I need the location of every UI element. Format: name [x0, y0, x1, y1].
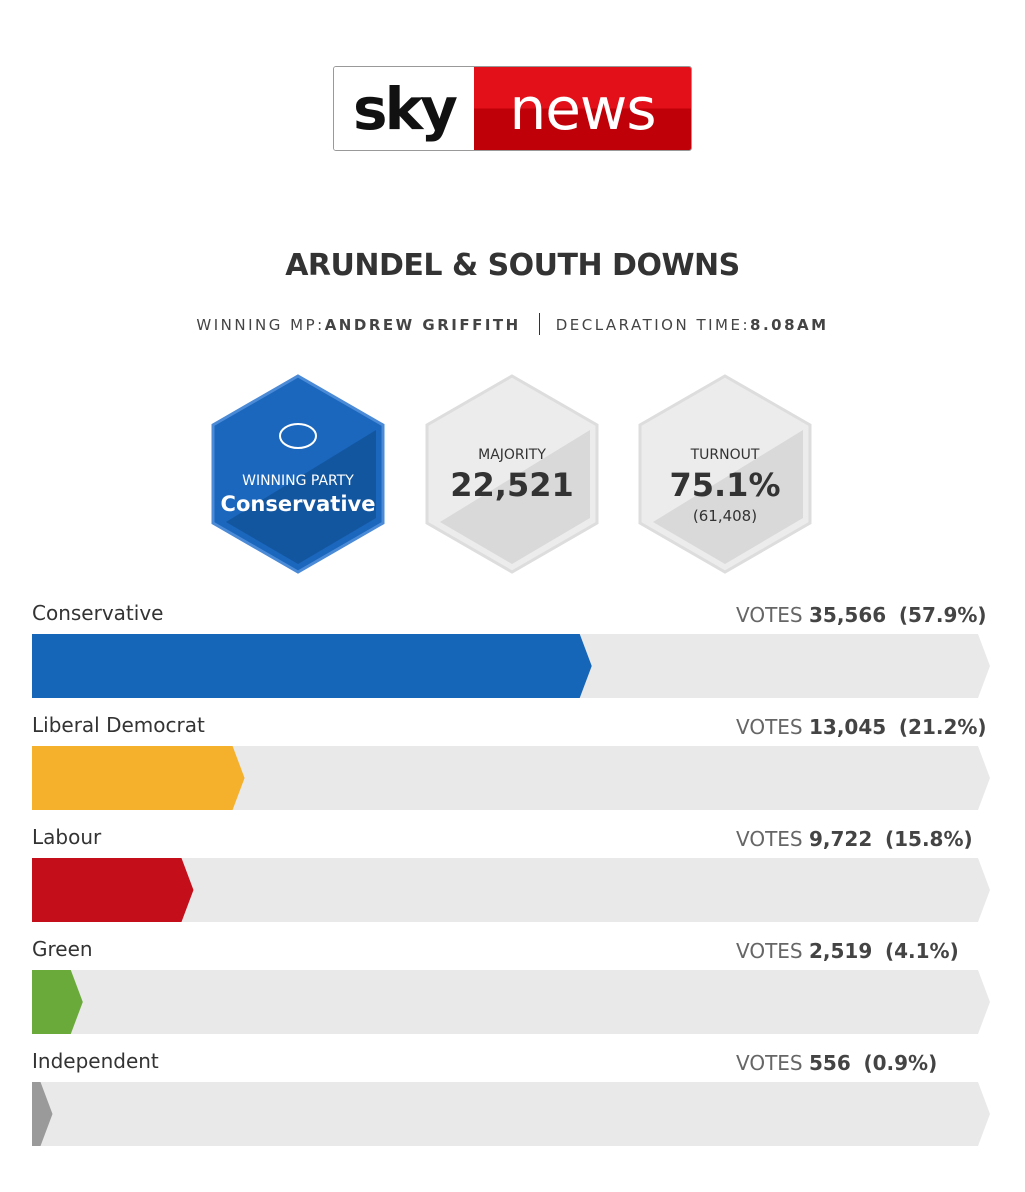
votes-line: VOTES 556 (0.9%)	[736, 1051, 937, 1075]
votes-count: 556	[808, 1051, 851, 1075]
votes-word: VOTES	[736, 1051, 803, 1075]
votes-count: 9,722	[808, 827, 873, 851]
time-label: DECLARATION TIME:	[555, 316, 751, 334]
bar-background	[32, 970, 990, 1034]
logo-news: news	[474, 67, 691, 150]
votes-percent: (15.8%)	[884, 827, 973, 851]
bar-track	[32, 746, 990, 810]
votes-line: VOTES 2,519 (4.1%)	[736, 939, 959, 963]
hexagons	[211, 374, 812, 574]
votes-line: VOTES 9,722 (15.8%)	[736, 827, 973, 851]
party-name: Green	[32, 937, 93, 961]
hex-turnout	[638, 374, 812, 574]
votes-percent: (21.2%)	[898, 715, 987, 739]
votes-word: VOTES	[736, 827, 803, 851]
mp-name: ANDREW GRIFFITH	[324, 316, 521, 334]
party: Conservative	[220, 492, 376, 516]
party-name: Independent	[32, 1049, 159, 1073]
votes-word: VOTES	[736, 939, 803, 963]
logo: sky news	[333, 66, 692, 151]
party-label: WINNING PARTY	[242, 473, 354, 489]
hex-majority	[425, 374, 599, 574]
party-name: Labour	[32, 825, 102, 849]
bar-track	[32, 634, 990, 698]
turnout-votes: (61,408)	[692, 507, 758, 525]
constituency-title: ARUNDEL & SOUTH DOWNS	[285, 248, 740, 283]
bar-track	[32, 970, 990, 1034]
votes-line: VOTES 13,045 (21.2%)	[736, 715, 987, 739]
info-line: WINNING MP: ANDREW GRIFFITH DECLARATION …	[0, 313, 1025, 335]
bar-track	[32, 858, 990, 922]
votes-percent: (4.1%)	[884, 939, 959, 963]
party-name: Conservative	[32, 601, 164, 625]
party-name: Liberal Democrat	[32, 713, 205, 737]
turnout: 75.1%	[669, 466, 781, 504]
votes-line: VOTES 35,566 (57.9%)	[736, 603, 987, 627]
bar-background	[32, 858, 990, 922]
bar-background	[32, 1082, 990, 1146]
bar-track	[32, 1082, 990, 1146]
bar	[32, 858, 194, 922]
votes-percent: (57.9%)	[898, 603, 987, 627]
logo-sky: sky	[334, 67, 474, 150]
hex-party	[211, 374, 385, 574]
time: 8.08AM	[750, 316, 829, 334]
mp-label: WINNING MP:	[196, 316, 325, 334]
votes-word: VOTES	[736, 603, 803, 627]
separator	[538, 313, 540, 335]
votes-percent: (0.9%)	[863, 1051, 938, 1075]
votes-count: 35,566	[808, 603, 887, 627]
votes-count: 13,045	[808, 715, 887, 739]
bar	[32, 970, 83, 1034]
bar	[32, 634, 592, 698]
votes-word: VOTES	[736, 715, 803, 739]
votes-count: 2,519	[808, 939, 873, 963]
majority-label: MAJORITY	[478, 447, 546, 463]
bar	[32, 746, 245, 810]
bar-background	[32, 746, 990, 810]
majority: 22,521	[450, 466, 574, 504]
turnout-label: TURNOUT	[690, 447, 760, 463]
bar	[32, 1082, 53, 1146]
